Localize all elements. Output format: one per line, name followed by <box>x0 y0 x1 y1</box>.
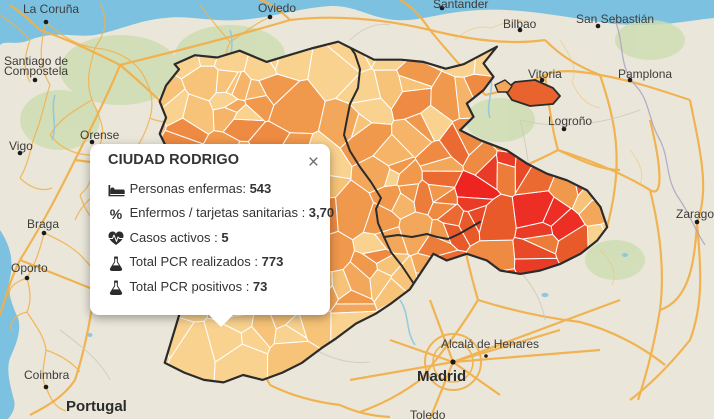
svg-text:Vitoria: Vitoria <box>528 67 562 81</box>
svg-text:Vigo: Vigo <box>9 139 33 153</box>
svg-text:Santander: Santander <box>433 0 488 11</box>
svg-text:Toledo: Toledo <box>410 408 446 419</box>
svg-text:La Coruña: La Coruña <box>23 2 79 16</box>
svg-text:Coimbra: Coimbra <box>24 368 70 382</box>
svg-text:Oporto: Oporto <box>11 261 48 275</box>
svg-text:Madrid: Madrid <box>417 368 466 385</box>
svg-text:Pamplona: Pamplona <box>618 67 672 81</box>
svg-text:Bilbao: Bilbao <box>503 17 537 31</box>
svg-text:Compostela: Compostela <box>4 64 68 78</box>
svg-text:Orense: Orense <box>80 128 120 142</box>
svg-text:Alcalá de Henares: Alcalá de Henares <box>441 337 539 351</box>
svg-text:Zaragoza: Zaragoza <box>676 207 714 221</box>
svg-text:San Sebastián: San Sebastián <box>576 12 654 26</box>
svg-text:Portugal: Portugal <box>66 398 127 415</box>
svg-text:Braga: Braga <box>27 217 59 231</box>
svg-text:Logroño: Logroño <box>548 114 592 128</box>
svg-text:Oviedo: Oviedo <box>258 1 296 15</box>
